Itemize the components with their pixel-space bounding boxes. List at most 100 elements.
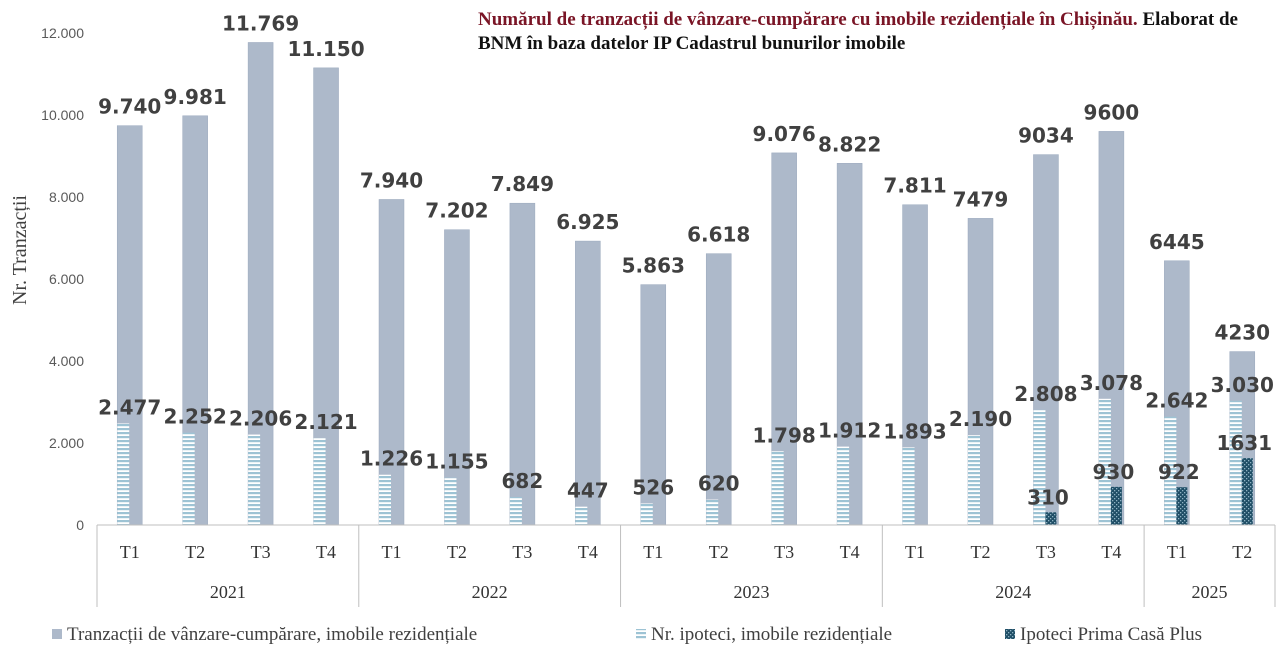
x-group-label: 2023 <box>733 582 769 602</box>
bar-sales <box>378 199 405 526</box>
data-label-sales: 9.076 <box>753 122 816 146</box>
x-tick-label: T3 <box>251 542 271 562</box>
data-label-mortgages: 2.808 <box>1014 382 1077 406</box>
bar-mortgages <box>313 438 326 525</box>
data-label-sales: 9.981 <box>164 85 227 109</box>
data-label-mortgages: 447 <box>567 479 609 503</box>
data-label-sales: 9.740 <box>98 95 161 119</box>
data-label-mortgages: 1.155 <box>425 450 488 474</box>
x-group-label: 2025 <box>1192 582 1228 602</box>
legend-swatch <box>52 629 62 639</box>
x-tick-label: T1 <box>120 542 140 562</box>
x-tick-label: T3 <box>774 542 794 562</box>
data-label-mortgages: 3.078 <box>1080 371 1143 395</box>
legend-label: Nr. ipoteci, imobile rezidențiale <box>651 624 892 645</box>
bar-sales <box>444 229 470 526</box>
bar-sales <box>705 253 732 526</box>
x-tick-label: T3 <box>512 542 532 562</box>
legend-swatch <box>1005 629 1015 639</box>
data-label-sales: 7.811 <box>883 174 946 198</box>
data-label-mortgages: 2.206 <box>229 407 292 431</box>
bar-prima-casa <box>1110 486 1122 525</box>
data-label-mortgages: 682 <box>502 469 544 493</box>
data-label-mortgages: 2.121 <box>294 410 357 434</box>
x-tick-label: T3 <box>1036 542 1056 562</box>
data-label-prima-casa: 310 <box>1027 485 1069 509</box>
data-label-mortgages: 1.226 <box>360 447 423 471</box>
legend-label: Tranzacții de vânzare-cumpărare, imobile… <box>67 624 477 645</box>
bar-mortgages <box>706 499 719 525</box>
data-label-sales: 6.618 <box>687 223 750 247</box>
y-tick-label: 8.000 <box>49 189 84 205</box>
x-tick-label: T2 <box>709 542 729 562</box>
bar-sales <box>575 240 601 526</box>
y-tick-label: 2.000 <box>49 435 84 451</box>
chart-title-source: Elaborat de BNM în baza datelor IP Cadas… <box>478 9 1238 54</box>
x-tick-label: T2 <box>971 542 991 562</box>
x-tick-label: T2 <box>1232 542 1252 562</box>
x-tick-label: T1 <box>1167 542 1187 562</box>
bar-mortgages <box>640 503 653 525</box>
data-label-mortgages: 1.893 <box>883 419 946 443</box>
chart-title-main: Numărul de tranzacții de vânzare-cumpăra… <box>478 9 1138 30</box>
chart-title: Numărul de tranzacții de vânzare-cumpăra… <box>478 8 1268 56</box>
x-group-label: 2021 <box>210 582 246 602</box>
data-label-sales: 9600 <box>1084 100 1140 124</box>
x-tick-label: T4 <box>1101 542 1121 562</box>
y-tick-label: 0 <box>76 517 84 533</box>
y-tick-label: 10.000 <box>41 107 84 123</box>
data-label-mortgages: 1.912 <box>818 419 881 443</box>
bar-mortgages <box>771 451 784 525</box>
data-label-mortgages: 2.477 <box>98 395 161 419</box>
data-label-mortgages: 2.252 <box>164 405 227 429</box>
x-tick-label: T4 <box>840 542 860 562</box>
bar-mortgages <box>1229 400 1242 525</box>
x-tick-label: T2 <box>447 542 467 562</box>
data-label-sales: 9034 <box>1018 124 1074 148</box>
data-label-prima-casa: 930 <box>1093 460 1135 484</box>
legend: Tranzacții de vânzare-cumpărare, imobile… <box>52 624 1202 645</box>
x-tick-label: T1 <box>905 542 925 562</box>
data-label-mortgages: 2.642 <box>1145 389 1208 413</box>
x-tick-label: T2 <box>185 542 205 562</box>
bar-mortgages <box>1098 398 1111 525</box>
data-label-sales: 11.769 <box>222 11 299 35</box>
y-tick-label: 6.000 <box>49 271 84 287</box>
data-label-mortgages: 526 <box>632 475 674 499</box>
bar-mortgages <box>1164 416 1177 525</box>
bar-prima-casa <box>1241 458 1253 525</box>
bar-mortgages <box>444 477 457 525</box>
y-axis-ticks: 0 2.000 4.000 6.000 8.000 10.000 12.000 <box>41 25 84 533</box>
bar-mortgages <box>837 446 850 525</box>
bar-sales <box>509 202 536 526</box>
data-labels: 9.740 2.477 9.981 2.252 11.769 2.206 11.150 2.1… <box>98 11 1274 509</box>
data-label-mortgages: 620 <box>698 472 740 496</box>
legend-label: Ipoteci Prima Casă Plus <box>1020 624 1202 645</box>
data-label-prima-casa: 922 <box>1158 460 1200 484</box>
bar-mortgages <box>379 474 391 525</box>
bar-mortgages <box>248 434 261 525</box>
data-label-sales: 6445 <box>1149 230 1205 254</box>
y-axis-title: Nr. Tranzacții <box>9 195 31 305</box>
data-label-mortgages: 2.190 <box>949 407 1012 431</box>
x-tick-label: T1 <box>382 542 402 562</box>
bar-mortgages <box>968 435 980 525</box>
data-label-sales: 7479 <box>953 187 1009 211</box>
x-tick-label: T4 <box>578 542 598 562</box>
bar-prima-casa <box>1176 487 1188 525</box>
bar-mortgages <box>1033 409 1046 525</box>
y-tick-label: 4.000 <box>49 353 84 369</box>
data-label-prima-casa: 1631 <box>1216 431 1272 455</box>
x-tick-label: T1 <box>643 542 663 562</box>
bar-sales <box>640 284 667 526</box>
data-label-sales: 7.940 <box>360 168 423 192</box>
bar-mortgages <box>902 447 915 525</box>
data-label-sales: 7.202 <box>425 199 488 223</box>
data-label-sales: 6.925 <box>556 210 619 234</box>
bar-prima-casa <box>1045 512 1057 525</box>
x-tick-label: T4 <box>316 542 336 562</box>
bar-mortgages <box>509 497 522 525</box>
data-label-sales: 11.150 <box>287 37 364 61</box>
bar-mortgages <box>117 423 130 525</box>
